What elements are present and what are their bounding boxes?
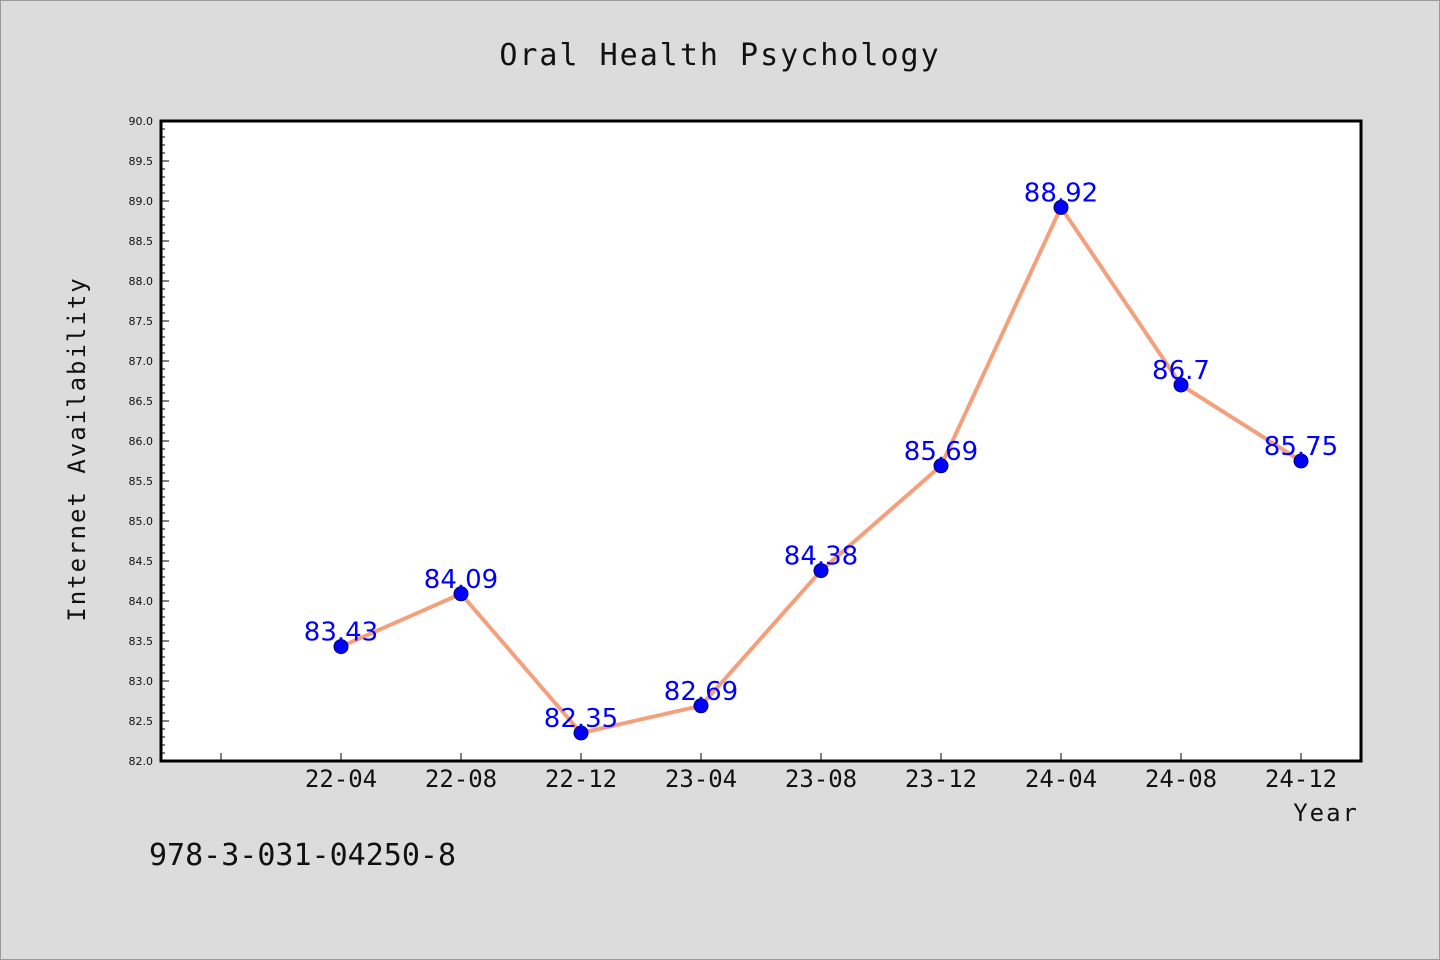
x-axis-title: Year: [1293, 799, 1359, 827]
y-tick-label: 88.5: [129, 235, 154, 248]
x-tick-label: 23-12: [905, 765, 977, 793]
data-label: 84.09: [424, 565, 498, 595]
y-tick-label: 82.5: [129, 715, 154, 728]
y-tick-label: 86.5: [129, 395, 154, 408]
data-point: [573, 725, 589, 741]
y-tick-label: 87.5: [129, 315, 154, 328]
data-point: [933, 458, 949, 474]
data-label: 85.69: [904, 437, 978, 467]
chart-title: Oral Health Psychology: [499, 38, 940, 73]
data-point: [453, 586, 469, 602]
y-tick-label: 85.5: [129, 475, 154, 488]
x-tick-label: 24-12: [1265, 765, 1337, 793]
isbn-footer: 978-3-031-04250-8: [149, 838, 456, 873]
x-tick-label: 24-08: [1145, 765, 1217, 793]
data-point: [813, 563, 829, 579]
plot-area: [159, 119, 1363, 763]
y-axis-title: Internet Availability: [63, 276, 91, 621]
data-label: 82.69: [664, 677, 738, 707]
series-layer: 83.43 84.09 82.35 82.69 84.38 85.69 88.92 86.7 8…: [304, 178, 1338, 741]
y-tick-label: 84.0: [129, 595, 154, 608]
x-tick-label: 22-08: [425, 765, 497, 793]
data-point: [1053, 199, 1069, 215]
y-tick-label: 89.5: [129, 155, 154, 168]
y-tick-label: 84.5: [129, 555, 154, 568]
y-tick-label: 89.0: [129, 195, 154, 208]
x-tick-label: 23-08: [785, 765, 857, 793]
data-label: 88.92: [1024, 178, 1098, 208]
data-label: 85.75: [1264, 432, 1338, 462]
x-tick-label: 22-12: [545, 765, 617, 793]
y-tick-label: 90.0: [129, 115, 154, 128]
y-tick-label: 83.5: [129, 635, 154, 648]
data-label: 84.38: [784, 542, 858, 572]
data-point: [693, 698, 709, 714]
y-tick-label: 86.0: [129, 435, 154, 448]
y-tick-label: 83.0: [129, 675, 154, 688]
y-axis: 82.0 82.5 83.0 83.5 84.0 84.5 85.0 85.5 86.0 86.5…: [129, 115, 169, 768]
data-label: 86.7: [1152, 356, 1210, 386]
data-point: [1293, 453, 1309, 469]
x-tick-label: 23-04: [665, 765, 737, 793]
x-axis: 22-04 22-08 22-12 23-04 23-08 23-12 24-04 24-08…: [220, 753, 1337, 793]
data-point: [333, 639, 349, 655]
x-tick-label: 24-04: [1025, 765, 1097, 793]
y-tick-label: 88.0: [129, 275, 154, 288]
y-tick-label: 82.0: [129, 755, 154, 768]
data-point: [1173, 377, 1189, 393]
data-label: 83.43: [304, 618, 378, 648]
y-tick-label: 85.0: [129, 515, 154, 528]
data-label: 82.35: [544, 704, 618, 734]
x-tick-label: 22-04: [305, 765, 377, 793]
y-tick-label: 87.0: [129, 355, 154, 368]
